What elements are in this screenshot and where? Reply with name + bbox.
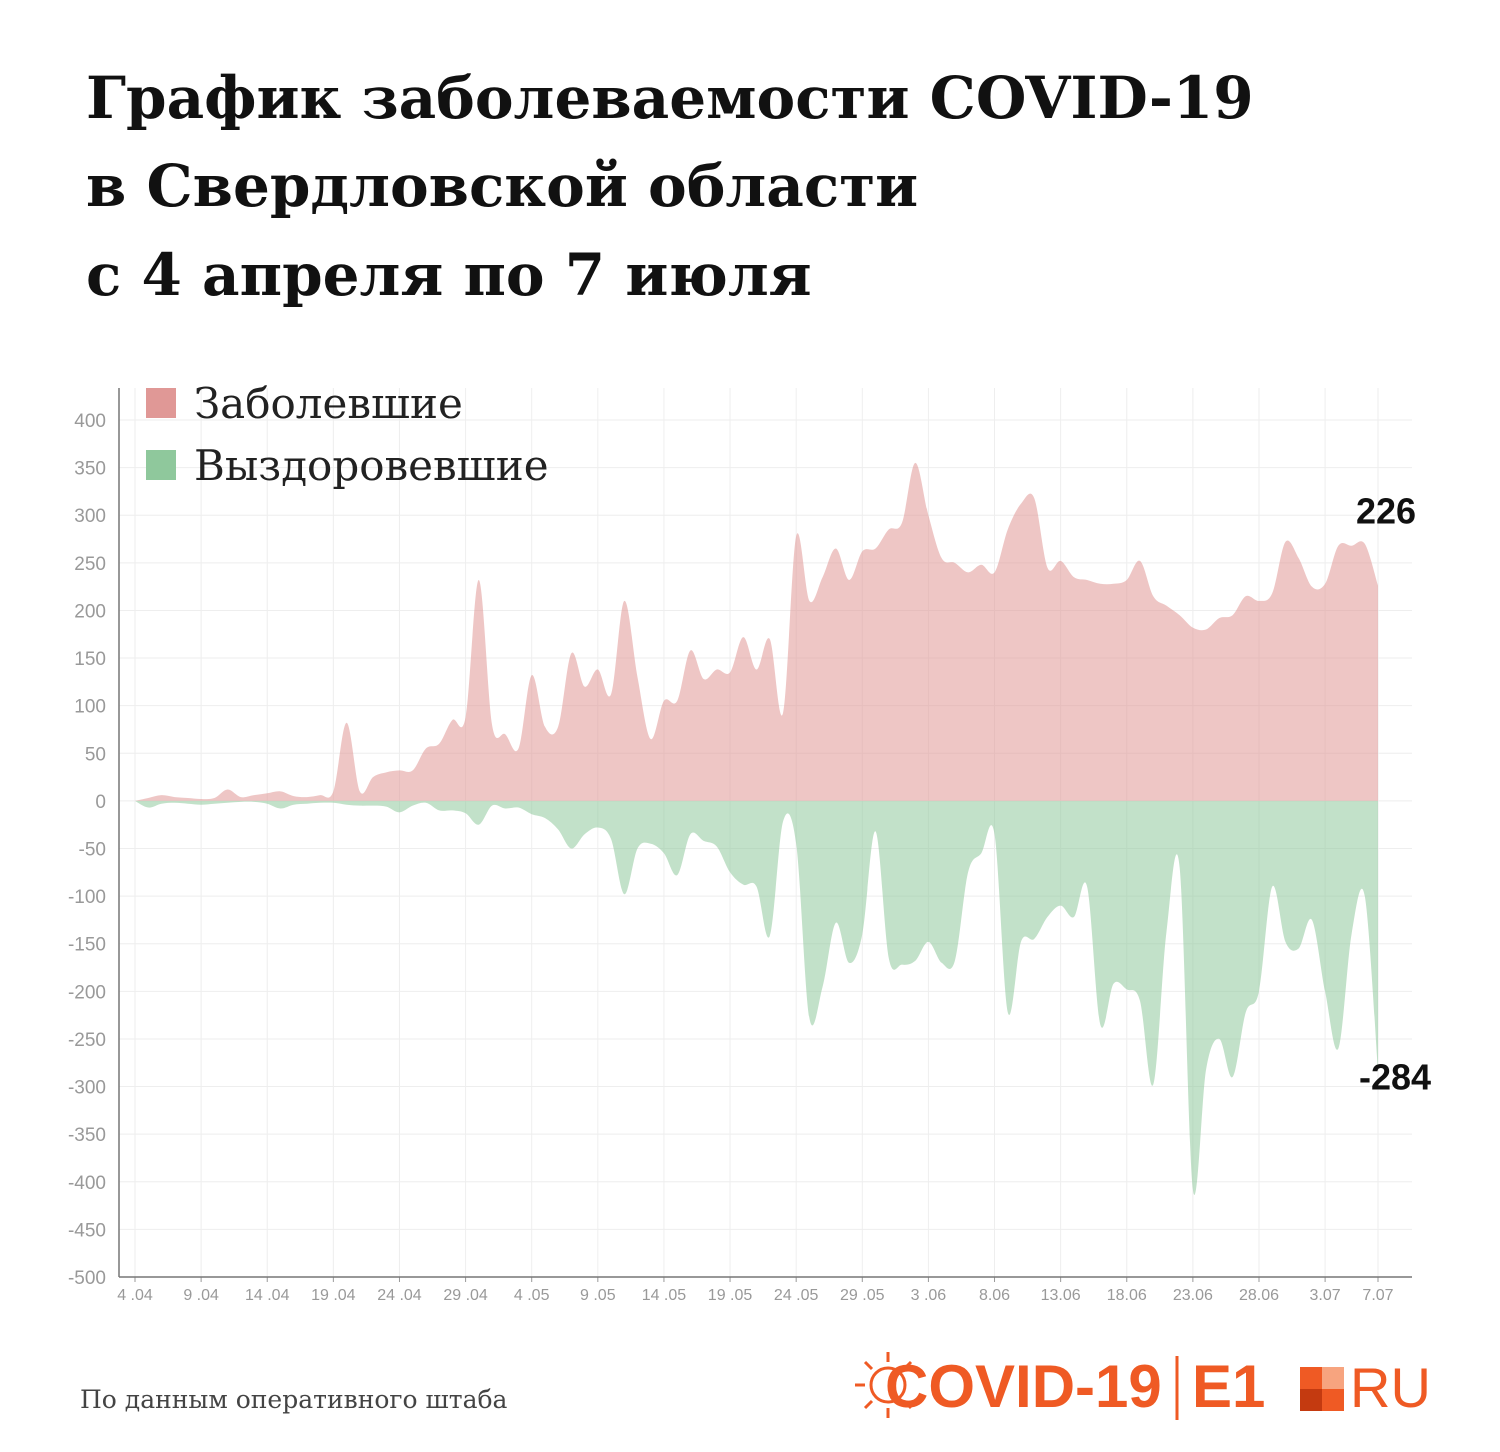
logo-square xyxy=(1322,1367,1344,1389)
y-tick-label: -100 xyxy=(68,887,106,908)
y-tick-label: -150 xyxy=(68,935,106,956)
y-tick-label: -450 xyxy=(68,1220,106,1241)
y-tick-label: 300 xyxy=(74,506,106,527)
y-tick-label: 250 xyxy=(74,554,106,575)
x-tick-label: 18.06 xyxy=(1107,1287,1147,1304)
x-tick-label: 28.06 xyxy=(1239,1287,1279,1304)
y-tick-label: 400 xyxy=(74,411,106,432)
y-tick-label: 200 xyxy=(74,601,106,622)
logo-ru: RU xyxy=(1350,1356,1431,1419)
x-tick-label: 24 .05 xyxy=(774,1287,819,1304)
logo-square xyxy=(1300,1367,1322,1389)
plot: -500-450-400-350-300-250-200-150-100-500… xyxy=(68,379,1431,1304)
x-tick-label: 4 .05 xyxy=(514,1287,550,1304)
y-tick-label: -500 xyxy=(68,1268,106,1289)
logo-square xyxy=(1300,1389,1322,1411)
x-tick-label: 9 .05 xyxy=(580,1287,616,1304)
y-tick-label: -300 xyxy=(68,1078,106,1099)
x-tick-label: 3.07 xyxy=(1310,1287,1341,1304)
y-tick-label: 50 xyxy=(85,744,106,765)
logo-e1: E1 xyxy=(1192,1353,1265,1420)
x-tick-label: 13.06 xyxy=(1041,1287,1081,1304)
legend-label: Заболевшие xyxy=(194,379,463,428)
legend-swatch xyxy=(146,388,176,418)
legend-label: Выздоровевшие xyxy=(194,441,549,490)
y-tick-label: 100 xyxy=(74,697,106,718)
value-label: 226 xyxy=(1356,491,1416,532)
y-tick-label: 350 xyxy=(74,459,106,480)
y-tick-label: -200 xyxy=(68,982,106,1003)
area xyxy=(135,462,1378,801)
logo: COVID-19 E1 RU xyxy=(855,1352,1431,1420)
x-tick-label: 8.06 xyxy=(979,1287,1010,1304)
x-tick-label: 14 .04 xyxy=(245,1287,290,1304)
y-tick-label: -50 xyxy=(79,840,106,861)
x-tick-label: 4 .04 xyxy=(117,1287,153,1304)
x-tick-label: 29 .05 xyxy=(840,1287,885,1304)
x-tick-label: 23.06 xyxy=(1173,1287,1213,1304)
source: По данным оперативного штаба xyxy=(80,1385,508,1414)
y-tick-label: -350 xyxy=(68,1125,106,1146)
y-tick-label: -400 xyxy=(68,1173,106,1194)
x-tick-label: 29 .04 xyxy=(443,1287,488,1304)
chart-title: с 4 апреля по 7 июля xyxy=(86,241,812,309)
virus-icon xyxy=(855,1352,913,1418)
y-tick-label: -250 xyxy=(68,1030,106,1051)
x-tick-label: 14 .05 xyxy=(642,1287,687,1304)
y-tick-label: 0 xyxy=(95,792,106,813)
x-tick-label: 9 .04 xyxy=(183,1287,219,1304)
x-tick-label: 3 .06 xyxy=(911,1287,947,1304)
logo-square xyxy=(1322,1389,1344,1411)
chart-title: График заболеваемости COVID-19 xyxy=(86,64,1254,132)
x-tick-label: 7.07 xyxy=(1362,1287,1393,1304)
value-label: -284 xyxy=(1359,1056,1431,1097)
area xyxy=(135,800,1378,1195)
x-tick-label: 19 .04 xyxy=(311,1287,356,1304)
legend-swatch xyxy=(146,450,176,480)
x-tick-label: 19 .05 xyxy=(708,1287,753,1304)
logo-covid: COVID-19 xyxy=(885,1353,1162,1420)
chart-title: в Свердловской области xyxy=(86,152,918,220)
y-tick-label: 150 xyxy=(74,649,106,670)
x-tick-label: 24 .04 xyxy=(377,1287,422,1304)
